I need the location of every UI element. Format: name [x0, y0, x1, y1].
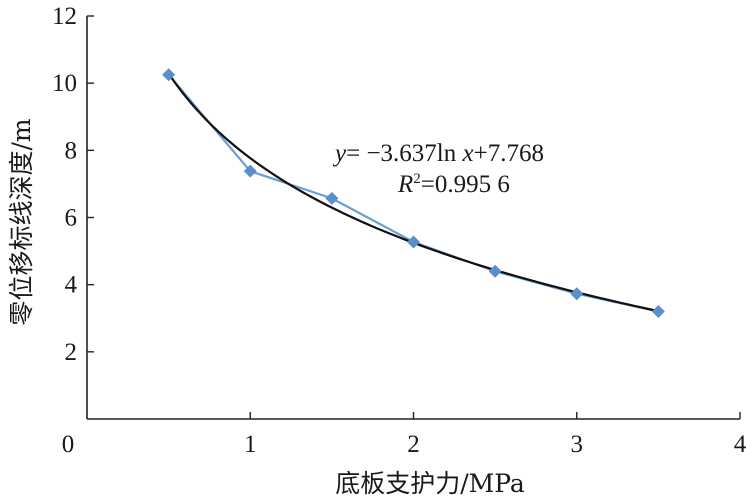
ticks [87, 15, 741, 419]
x-tick-label: 4 [734, 431, 746, 458]
fit-equation-eq: = −3.637ln [346, 140, 462, 167]
data-point-marker [325, 191, 339, 205]
fit-equation-x: x [462, 140, 474, 167]
y-tick-label: 8 [65, 137, 78, 164]
series-line [167, 74, 659, 313]
fit-curve [167, 72, 659, 313]
data-point-marker [407, 235, 420, 249]
y-tick-label: 12 [52, 3, 77, 30]
x-tick-label: 3 [571, 431, 584, 458]
data-point-marker [243, 164, 257, 178]
axes [86, 16, 740, 420]
fit-equation-tail: +7.768 [474, 140, 544, 167]
markers [162, 68, 665, 319]
y-axis-label: 零位移标线深度/m [7, 118, 36, 325]
fit-r-squared: R2=0.995 6 [397, 171, 510, 198]
fit-r-value: =0.995 6 [421, 171, 510, 198]
x-axis-label: 底板支护力/MPa [335, 469, 525, 498]
y-tick-label: 10 [52, 70, 77, 97]
fit-equation-y: y [332, 140, 347, 167]
y-tick-label: 2 [65, 339, 78, 366]
data-point-marker [488, 264, 502, 278]
data-point-marker [570, 287, 584, 301]
data-point-marker [651, 305, 665, 319]
fit-r: R [397, 171, 413, 198]
x-tick-label: 2 [407, 431, 420, 458]
x-tick-label: 1 [244, 431, 257, 458]
x-tick-label: 0 [62, 431, 75, 458]
y-tick-label: 6 [65, 205, 78, 232]
fit-r-sup: 2 [413, 171, 421, 187]
fit-equation: y= −3.637ln x+7.768 [332, 140, 544, 167]
y-tick-label: 4 [65, 272, 78, 299]
data-point-marker [162, 68, 176, 82]
